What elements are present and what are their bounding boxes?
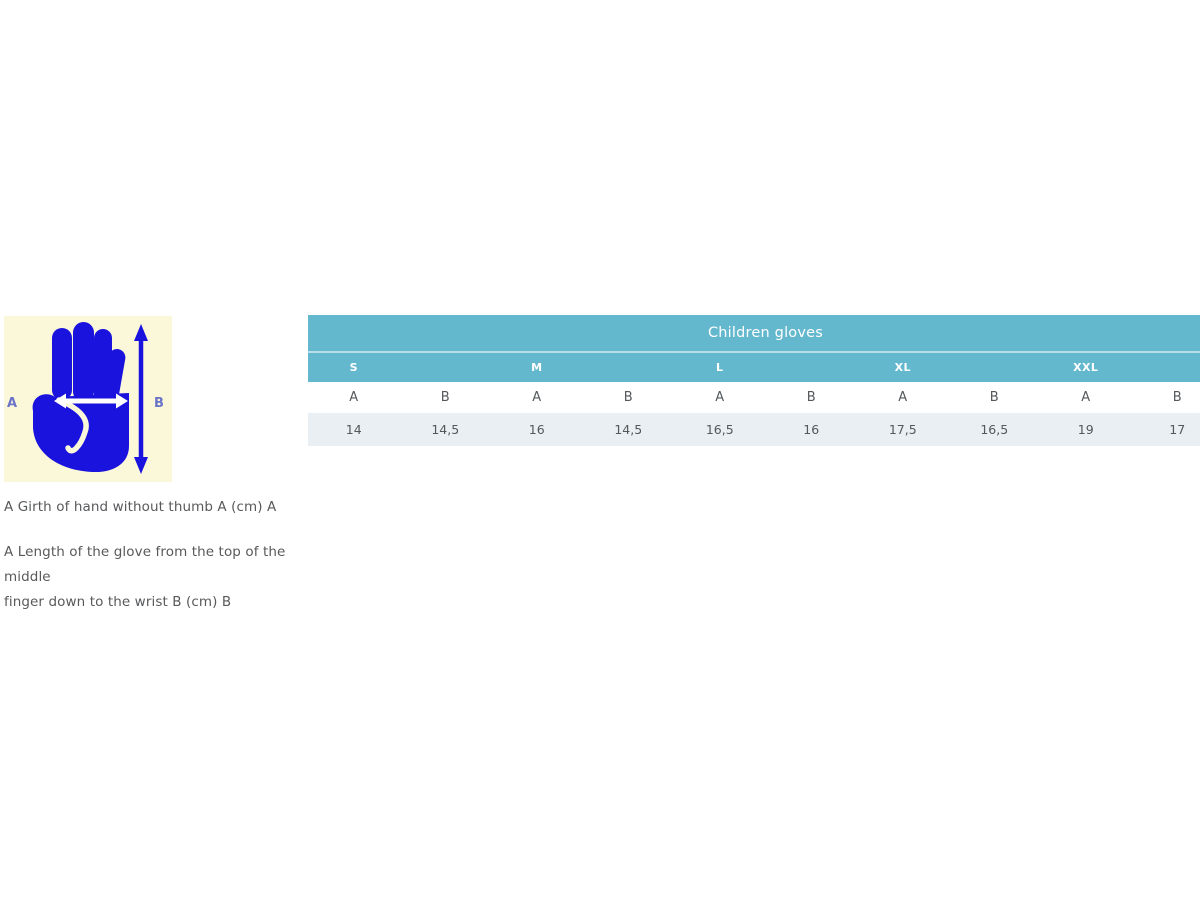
size-value-m-a: 16 (491, 413, 583, 446)
hand-measurement-figure: A B (4, 316, 172, 482)
size-chart-container: Children gloves S M L XL XXL A B (308, 315, 1200, 446)
note-b-line-2: finger down to the wrist B (cm) B (4, 594, 232, 610)
table-title-row: Children gloves (308, 315, 1200, 353)
measure-header-a: A (1040, 382, 1132, 413)
size-header-m: M (491, 352, 583, 382)
measure-header-a: A (308, 382, 400, 413)
size-value-s-b: 14,5 (399, 413, 491, 446)
length-arrow (134, 324, 148, 474)
hand-diagram-image: A B (4, 316, 172, 482)
measure-header-row: A B A B A B A B A B (308, 382, 1200, 413)
size-header-l: L (674, 352, 766, 382)
size-header-spacer (765, 352, 857, 382)
size-value-m-b: 14,5 (582, 413, 674, 446)
note-a-text: A Girth of hand without thumb A (cm) A (4, 499, 277, 515)
children-gloves-size-table: Children gloves S M L XL XXL A B (308, 315, 1200, 446)
figure-label-b: B (154, 396, 164, 411)
size-value-xxl-b: 17 (1131, 413, 1200, 446)
table-title: Children gloves (308, 315, 1200, 353)
size-header-s: S (308, 352, 400, 382)
size-header-xxl: XXL (1040, 352, 1132, 382)
size-value-xl-a: 17,5 (857, 413, 949, 446)
girth-arrow (54, 393, 128, 409)
size-header-spacer (1131, 352, 1200, 382)
measure-header-b: B (765, 382, 857, 413)
note-b-line-1: A Length of the glove from the top of th… (4, 544, 286, 585)
measure-header-b: B (1131, 382, 1200, 413)
size-header-spacer (948, 352, 1040, 382)
values-row: 14 14,5 16 14,5 16,5 16 17,5 16,5 19 17 (308, 413, 1200, 446)
size-value-xl-b: 16,5 (948, 413, 1040, 446)
figure-label-a: A (7, 396, 17, 411)
measure-header-a: A (674, 382, 766, 413)
size-value-s-a: 14 (308, 413, 400, 446)
size-header-row: S M L XL XXL (308, 352, 1200, 382)
measure-header-b: B (948, 382, 1040, 413)
measure-header-b: B (399, 382, 491, 413)
size-value-l-b: 16 (765, 413, 857, 446)
measure-header-b: B (582, 382, 674, 413)
size-value-xxl-a: 19 (1040, 413, 1132, 446)
size-header-spacer (399, 352, 491, 382)
size-value-l-a: 16,5 (674, 413, 766, 446)
size-header-xl: XL (857, 352, 949, 382)
measure-header-a: A (491, 382, 583, 413)
hand-silhouette (32, 322, 129, 472)
measurement-note-b: A Length of the glove from the top of th… (4, 540, 304, 615)
measure-header-a: A (857, 382, 949, 413)
measurement-note-a: A Girth of hand without thumb A (cm) A (4, 495, 304, 520)
size-header-spacer (582, 352, 674, 382)
thumb-crease-line (56, 397, 89, 454)
